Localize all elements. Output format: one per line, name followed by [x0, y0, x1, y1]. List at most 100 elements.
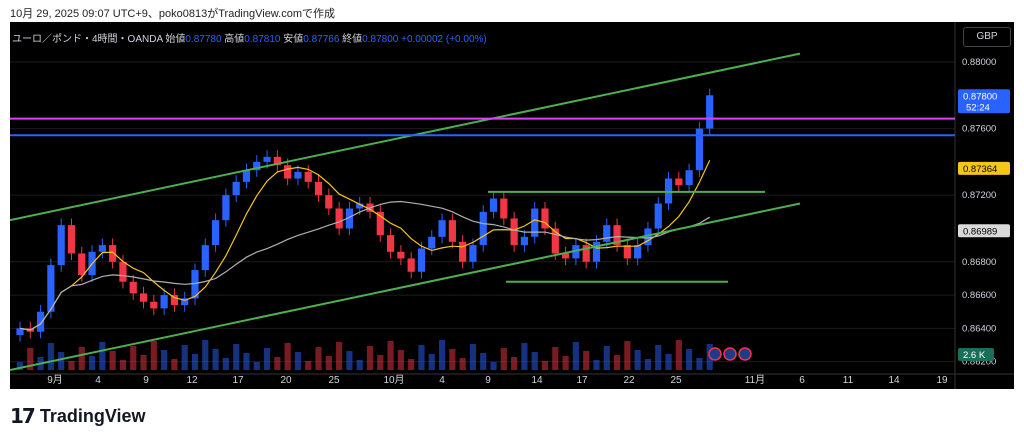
volume-bar: [459, 358, 466, 370]
volume-bar: [263, 348, 271, 370]
x-tick-label: 25: [328, 375, 340, 386]
volume-bar: [325, 356, 332, 370]
x-tick-label: 11: [843, 375, 854, 386]
volume-bar: [212, 349, 219, 370]
candle-body: [428, 236, 436, 249]
candle-body: [150, 301, 158, 309]
volume-bar: [181, 345, 188, 370]
candle-body: [592, 241, 601, 262]
x-tick-label: 4: [439, 375, 445, 386]
x-tick-label: 20: [280, 375, 292, 386]
candle-body: [242, 170, 251, 182]
volume-bar: [191, 354, 199, 370]
countdown-label: 52:24: [966, 102, 990, 113]
x-tick-label: 14: [888, 375, 900, 386]
candle-body: [582, 245, 590, 262]
price-chart[interactable]: 0.88000 0.87600 0.87200 0.86800 0.86600 0.864…: [10, 22, 1014, 389]
candle-body: [109, 245, 117, 262]
candle-body: [572, 245, 580, 259]
candle-body: [397, 251, 405, 259]
chart-frame[interactable]: [10, 22, 1014, 389]
volume-bar: [562, 356, 569, 370]
volume-bar: [665, 354, 672, 370]
volume-bar: [47, 343, 54, 370]
candle-body: [613, 225, 621, 246]
event-icon: [723, 347, 737, 361]
price-label-box: [958, 161, 1010, 175]
volume-bar: [397, 350, 404, 370]
volume-bar: [480, 353, 487, 370]
candle-body: [191, 270, 199, 299]
candle-body: [67, 225, 76, 254]
candle-body: [561, 253, 570, 259]
close-value: 0.87800: [362, 34, 399, 45]
volume-bar: [356, 360, 363, 370]
candle-body: [98, 245, 106, 252]
volume-bar: [150, 341, 157, 370]
currency-button[interactable]: GBP: [963, 27, 1011, 47]
channel-upper-line: [10, 52, 801, 222]
x-tick-label: 9: [143, 375, 149, 386]
volume-bar: [305, 361, 312, 370]
x-tick-label: 25: [670, 375, 682, 386]
volume-bar: [88, 356, 96, 370]
open-label: 始値: [165, 34, 186, 45]
volume-bar: [68, 361, 75, 370]
volume-bar: [686, 349, 693, 370]
high-label: 高値: [224, 34, 245, 45]
price-label: 0.87800: [963, 91, 997, 102]
price-label: 0.87364: [963, 164, 997, 175]
candle-body: [675, 178, 683, 186]
volume-bar: [634, 350, 641, 370]
candle-body: [603, 225, 611, 242]
volume-bar: [655, 345, 662, 370]
candle-body: [510, 218, 518, 246]
price-label: 0.86989: [963, 226, 997, 237]
candle-body: [170, 295, 179, 306]
event-icon: [708, 347, 722, 361]
y-tick-label: 0.87600: [962, 124, 996, 135]
volume-bar: [552, 347, 559, 370]
volume-bar: [274, 357, 281, 370]
candle-body: [356, 203, 364, 209]
x-tick-label: 11月: [745, 374, 765, 386]
volume-bar: [613, 355, 621, 370]
candle-body: [253, 161, 261, 171]
tradingview-logo-text: TradingView: [39, 405, 146, 426]
candle-body: [541, 208, 549, 229]
candle-body: [294, 171, 302, 179]
volume-bar: [408, 359, 415, 370]
candle-body: [459, 241, 467, 262]
candle-body: [531, 208, 539, 237]
y-tick-label: 0.86200: [962, 357, 996, 368]
candle-body: [263, 156, 271, 162]
y-tick-label: 0.86800: [962, 257, 996, 268]
volume-bar: [418, 345, 425, 370]
volume-bar: [16, 362, 24, 370]
volume-bar: [593, 360, 600, 370]
candle-body: [644, 228, 652, 246]
ma-slow-line: [19, 200, 711, 331]
plot-layer: 0.88000 0.87600 0.87200 0.86800 0.86600 0.864…: [10, 22, 1014, 389]
candle-body: [222, 195, 230, 221]
volume-bar: [366, 346, 374, 370]
candle-body: [325, 195, 333, 209]
volume-bar: [294, 352, 302, 370]
candle-body: [16, 328, 24, 336]
x-tick-label: 4: [95, 375, 101, 386]
x-tick-label: 22: [623, 375, 635, 386]
candle-body: [685, 170, 693, 186]
volume-bar: [233, 344, 240, 370]
candle-body: [520, 236, 529, 246]
volume-bar: [469, 344, 477, 370]
tradingview-logo: 17 TradingView: [10, 404, 146, 428]
x-tick-label: 19: [936, 375, 948, 386]
y-tick-label: 0.86600: [962, 290, 996, 301]
candle-body: [273, 156, 281, 166]
candle-body: [386, 235, 395, 252]
candle-body: [119, 261, 127, 282]
candle-body: [232, 181, 240, 196]
y-tick-label: 0.86400: [962, 323, 996, 334]
volume-bar: [428, 354, 435, 370]
volume-bar: [624, 341, 631, 370]
